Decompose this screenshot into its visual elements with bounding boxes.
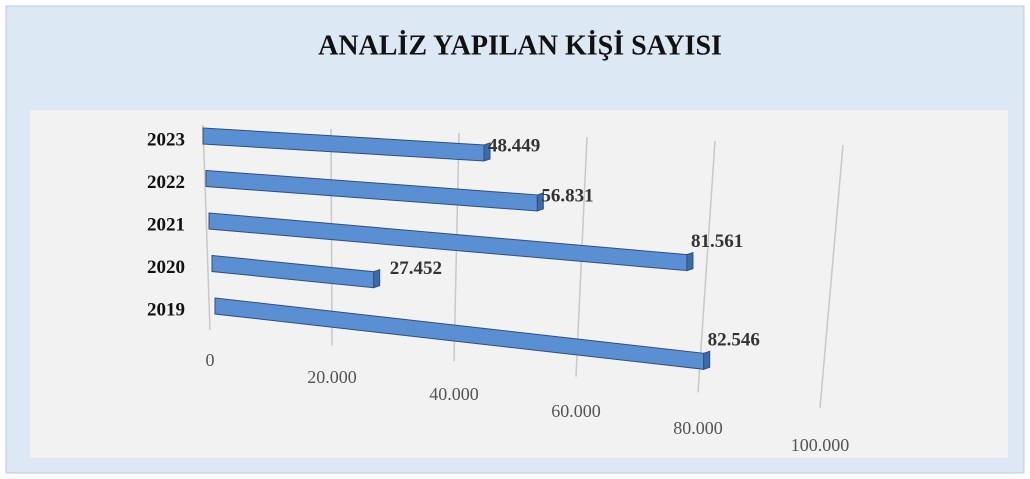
x-tick-label: 60.000 (551, 401, 601, 421)
bar-face (483, 142, 491, 162)
bar (214, 297, 711, 370)
plot-area (30, 110, 1008, 458)
x-tick-label: 0 (206, 350, 215, 370)
grid-line (202, 124, 211, 331)
grid-line (697, 140, 716, 393)
data-label: 56.831 (541, 185, 593, 206)
bar (202, 127, 491, 162)
bar-face (686, 251, 694, 272)
data-label: 82.546 (708, 330, 760, 351)
bar-face (373, 269, 381, 289)
bar (208, 212, 694, 272)
y-tick-label: 2022 (147, 172, 185, 193)
x-tick-label: 80.000 (673, 418, 723, 438)
data-label: 48.449 (488, 135, 540, 156)
data-label: 27.452 (390, 258, 442, 279)
y-tick-label: 2019 (147, 299, 185, 320)
chart-title: ANALİZ YAPILAN KİŞİ SAYISI (318, 30, 722, 61)
bar-face (536, 192, 544, 212)
grid-line (819, 144, 844, 409)
bar-face (703, 350, 711, 370)
y-tick-label: 2021 (147, 214, 185, 235)
bar (205, 169, 544, 212)
y-tick-label: 2023 (147, 129, 185, 150)
y-tick-label: 2020 (147, 257, 185, 278)
bar (211, 254, 381, 289)
x-tick-label: 100.000 (791, 435, 850, 455)
x-tick-label: 40.000 (429, 384, 479, 404)
x-tick-label: 20.000 (307, 367, 357, 387)
data-label: 81.561 (691, 231, 743, 252)
